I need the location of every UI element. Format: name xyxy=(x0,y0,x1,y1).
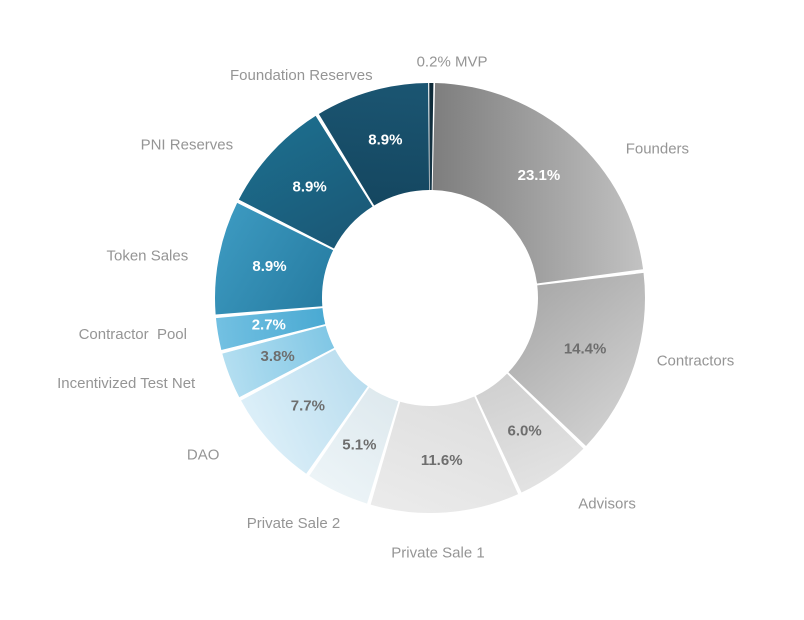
svg-text:8.9%: 8.9% xyxy=(292,178,326,195)
svg-text:3.8%: 3.8% xyxy=(260,348,294,365)
svg-text:Incentivized Test Net: Incentivized Test Net xyxy=(57,375,196,392)
svg-text:5.1%: 5.1% xyxy=(342,436,376,453)
svg-text:11.6%: 11.6% xyxy=(421,452,463,469)
svg-text:Foundation Reserves: Foundation Reserves xyxy=(230,67,373,84)
svg-text:8.9%: 8.9% xyxy=(252,258,286,275)
svg-text:PNI Reserves: PNI Reserves xyxy=(141,136,234,153)
svg-text:0.2% MVP: 0.2% MVP xyxy=(417,54,488,71)
svg-text:Contractor Pool: Contractor Pool xyxy=(79,326,187,343)
svg-text:Token Sales: Token Sales xyxy=(107,248,189,265)
svg-text:7.7%: 7.7% xyxy=(291,398,325,415)
svg-text:Private Sale 2: Private Sale 2 xyxy=(247,515,340,532)
svg-text:14.4%: 14.4% xyxy=(564,341,607,358)
svg-text:Founders: Founders xyxy=(626,141,689,158)
svg-text:2.7%: 2.7% xyxy=(252,316,286,333)
svg-text:DAO: DAO xyxy=(187,446,220,463)
svg-text:Private Sale 1: Private Sale 1 xyxy=(391,545,484,562)
svg-text:6.0%: 6.0% xyxy=(507,422,541,439)
svg-text:Advisors: Advisors xyxy=(578,496,636,513)
svg-text:Contractors: Contractors xyxy=(657,352,735,369)
svg-text:8.9%: 8.9% xyxy=(368,132,402,149)
svg-text:23.1%: 23.1% xyxy=(518,167,561,184)
